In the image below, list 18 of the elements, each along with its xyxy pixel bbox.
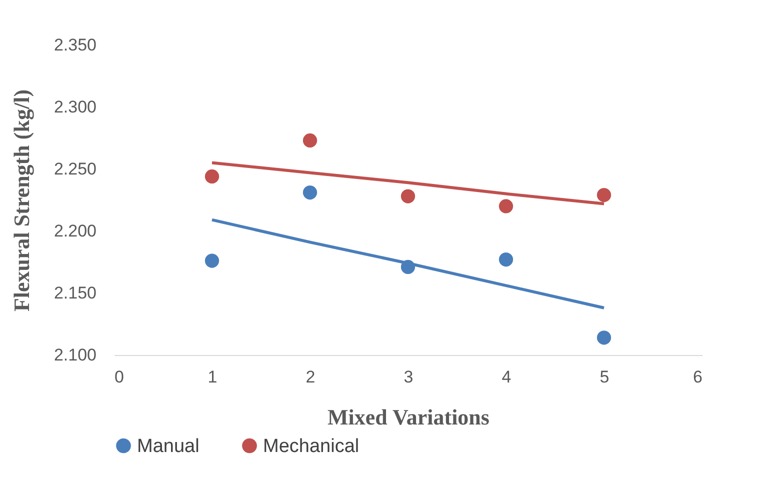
x-tick-label: 0 <box>114 368 124 386</box>
x-tick-label: 4 <box>502 368 512 386</box>
x-axis-title: Mixed Variations <box>328 404 490 430</box>
y-tick-label: 2.350 <box>54 36 96 54</box>
x-tick-label: 5 <box>600 368 610 386</box>
y-tick-label: 2.200 <box>54 222 96 240</box>
y-tick-label: 2.100 <box>54 346 96 364</box>
y-tick-label: 2.300 <box>54 98 96 116</box>
legend-label: Manual <box>137 436 200 457</box>
y-tick-label: 2.150 <box>54 284 96 302</box>
y-axis-title: Flexural Strength (kg/l) <box>8 89 34 312</box>
line-series <box>210 218 606 310</box>
x-tick-label: 3 <box>404 368 414 386</box>
legend-label: Mechanical <box>263 436 360 457</box>
x-tick-label: 2 <box>306 368 316 386</box>
x-tick-label: 1 <box>208 368 218 386</box>
x-tick-label: 6 <box>693 368 702 386</box>
y-tick-label: 2.250 <box>54 160 96 178</box>
